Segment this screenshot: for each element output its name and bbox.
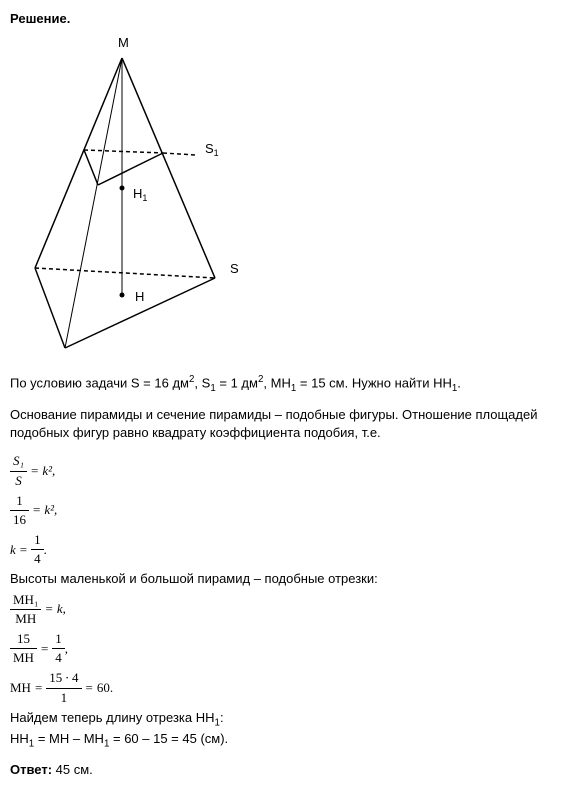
answer-line: Ответ: 45 см. [10, 761, 576, 779]
pyramid-diagram: M S1 H1 S H [10, 33, 576, 358]
find-hh1-text: Найдем теперь длину отрезка HH1: [10, 709, 576, 730]
equation-1-16: 116 = k², [10, 492, 576, 529]
label-S1: S1 [205, 141, 219, 158]
solution-title: Решение. [10, 10, 576, 28]
equation-heights-ratio: MH₁MH = k, [10, 591, 576, 628]
label-H1: H1 [133, 186, 147, 203]
label-H: H [135, 289, 144, 304]
equation-mh-60: MH = 15 ∙ 41 = 60. [10, 669, 576, 706]
label-S: S [230, 261, 239, 276]
hh1-calculation: HH1 = MH – MH1 = 60 – 15 = 45 (см). [10, 730, 576, 751]
given-conditions: По условию задачи S = 16 дм2, S1 = 1 дм2… [10, 373, 576, 396]
label-M: M [118, 35, 129, 50]
heights-similar-text: Высоты маленькой и большой пирамид – под… [10, 570, 576, 588]
equation-15-mh: 15MH = 14 , [10, 630, 576, 667]
equation-ratio-areas: S₁S = k², [10, 452, 576, 489]
equation-k: k = 14 . [10, 531, 576, 568]
explanation-similarity: Основание пирамиды и сечение пирамиды – … [10, 406, 576, 442]
answer-value: 45 см. [52, 762, 93, 777]
answer-label: Ответ: [10, 762, 52, 777]
